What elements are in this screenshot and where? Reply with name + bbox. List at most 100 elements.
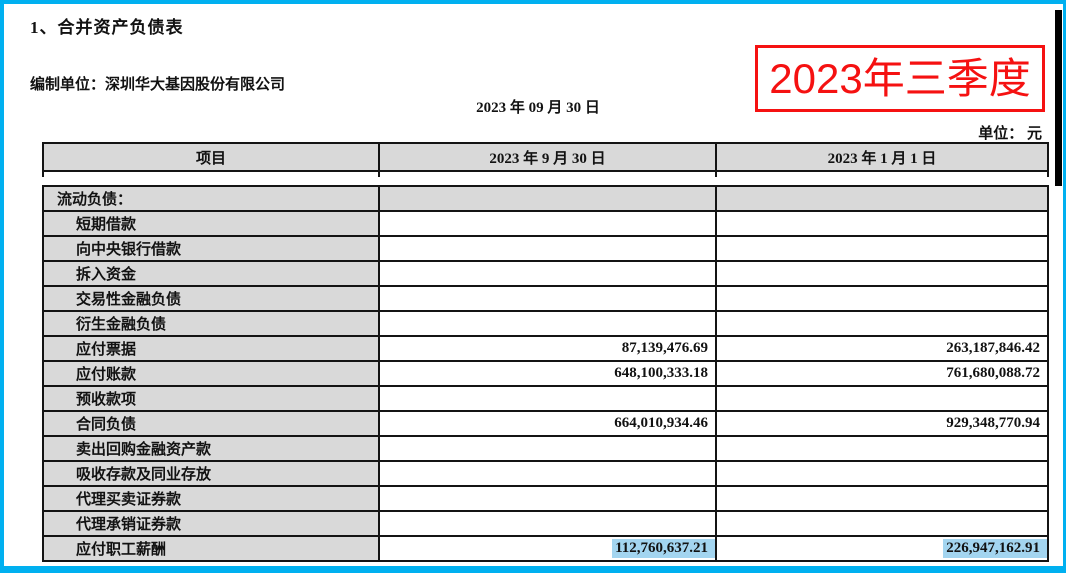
row-value-current: [705, 400, 714, 402]
table-row: 拆入资金: [42, 260, 1049, 287]
row-label: 应付职工薪酬: [76, 542, 167, 558]
row-label: 卖出回购金融资产款: [76, 442, 212, 458]
sliver-cell: [42, 170, 380, 177]
row-value-prior: [1037, 400, 1046, 402]
item-cell: 流动负债：: [42, 185, 380, 212]
row-value-prior: [1037, 475, 1046, 477]
value-cell-current: [378, 460, 717, 487]
row-value-prior: [1037, 250, 1046, 252]
row-label: 吸收存款及同业存放: [76, 467, 212, 483]
item-cell: 应付票据: [42, 335, 380, 362]
value-cell-prior: [715, 460, 1049, 487]
row-label: 向中央银行借款: [76, 242, 182, 258]
row-value-prior: [1037, 200, 1046, 202]
value-cell-prior: [715, 210, 1049, 237]
table-row: 短期借款: [42, 210, 1049, 237]
table-row: 应付职工薪酬 112,760,637.21 226,947,162.91: [42, 535, 1049, 562]
row-value-current: [705, 225, 714, 227]
frame-border-bottom: [0, 566, 1066, 573]
row-value-prior: [1037, 300, 1046, 302]
quarter-annotation-box: 2023年三季度: [755, 45, 1045, 112]
value-cell-current: [378, 185, 717, 212]
value-cell-prior: 226,947,162.91: [715, 535, 1049, 562]
row-value-current: [705, 325, 714, 327]
row-value-prior: [1037, 325, 1046, 327]
value-cell-prior: [715, 285, 1049, 312]
table-row: 代理买卖证券款: [42, 485, 1049, 512]
value-cell-current: [378, 310, 717, 337]
item-cell: 预收款项: [42, 385, 380, 412]
table-row: 衍生金融负债: [42, 310, 1049, 337]
row-value-current: 112,760,637.21: [612, 539, 714, 558]
value-cell-prior: [715, 385, 1049, 412]
item-cell: 交易性金融负债: [42, 285, 380, 312]
item-cell: 代理买卖证券款: [42, 485, 380, 512]
item-cell: 应付职工薪酬: [42, 535, 380, 562]
value-cell-prior: [715, 485, 1049, 512]
value-cell-current: [378, 435, 717, 462]
row-value-current: [705, 200, 714, 202]
row-label: 短期借款: [76, 217, 137, 233]
value-cell-current: 87,139,476.69: [378, 335, 717, 362]
row-value-current: [705, 300, 714, 302]
row-value-current: [705, 275, 714, 277]
value-cell-current: [378, 260, 717, 287]
row-value-prior: [1037, 500, 1046, 502]
table-row: 合同负债 664,010,934.46 929,348,770.94: [42, 410, 1049, 437]
row-value-prior: 263,187,846.42: [946, 340, 1040, 356]
scrollbar-thumb[interactable]: [1055, 10, 1062, 186]
row-label: 合同负债: [76, 417, 137, 433]
table-row: 流动负债：: [42, 185, 1049, 212]
table-row: 应付账款 648,100,333.18 761,680,088.72: [42, 360, 1049, 387]
item-cell: 卖出回购金融资产款: [42, 435, 380, 462]
value-cell-current: [378, 510, 717, 537]
frame-border-right: [1063, 0, 1066, 573]
item-cell: 应付账款: [42, 360, 380, 387]
row-value-prior: [1037, 225, 1046, 227]
row-value-current: [705, 450, 714, 452]
value-cell-prior: [715, 310, 1049, 337]
row-label: 应付账款: [76, 367, 137, 383]
value-cell-prior: [715, 260, 1049, 287]
row-label: 代理承销证券款: [76, 517, 182, 533]
row-value-current: [705, 475, 714, 477]
item-cell: 拆入资金: [42, 260, 380, 287]
value-cell-prior: 929,348,770.94: [715, 410, 1049, 437]
item-cell: 短期借款: [42, 210, 380, 237]
quarter-annotation-text: 2023年三季度: [769, 54, 1031, 102]
row-value-current: [705, 500, 714, 502]
item-cell: 代理承销证券款: [42, 510, 380, 537]
frame-border-top: [0, 0, 1066, 4]
sliver-cell: [715, 170, 1049, 177]
table-row: 应付票据 87,139,476.69 263,187,846.42: [42, 335, 1049, 362]
header-item-column: 项目: [42, 142, 380, 172]
row-label: 拆入资金: [76, 267, 137, 283]
section-title: 1、合并资产负债表: [30, 18, 184, 37]
value-cell-current: 112,760,637.21: [378, 535, 717, 562]
table-row: 向中央银行借款: [42, 235, 1049, 262]
row-label: 交易性金融负债: [76, 292, 182, 308]
row-value-current: [705, 525, 714, 527]
row-label: 预收款项: [76, 392, 137, 408]
row-value-prior: 761,680,088.72: [946, 365, 1040, 381]
row-label: 代理买卖证券款: [76, 492, 182, 508]
row-label: 流动负债：: [57, 192, 133, 208]
row-label: 应付票据: [76, 342, 137, 358]
row-value-current: 648,100,333.18: [614, 365, 708, 381]
row-value-prior: 226,947,162.91: [943, 539, 1046, 558]
row-value-prior: 929,348,770.94: [946, 415, 1040, 431]
value-cell-current: 664,010,934.46: [378, 410, 717, 437]
value-cell-prior: 263,187,846.42: [715, 335, 1049, 362]
prepared-by-line: 编制单位：深圳华大基因股份有限公司: [30, 77, 286, 93]
row-value-prior: [1037, 275, 1046, 277]
balance-sheet-body-table: 流动负债： 短期借款 向中央银行借款 拆入资金: [42, 185, 1049, 562]
frame-border-left: [0, 0, 4, 573]
item-cell: 衍生金融负债: [42, 310, 380, 337]
table-row: 交易性金融负债: [42, 285, 1049, 312]
item-cell: 吸收存款及同业存放: [42, 460, 380, 487]
table-row: 吸收存款及同业存放: [42, 460, 1049, 487]
value-cell-current: [378, 210, 717, 237]
statement-date: 2023 年 09 月 30 日: [476, 100, 600, 116]
sliver-cell: [378, 170, 717, 177]
